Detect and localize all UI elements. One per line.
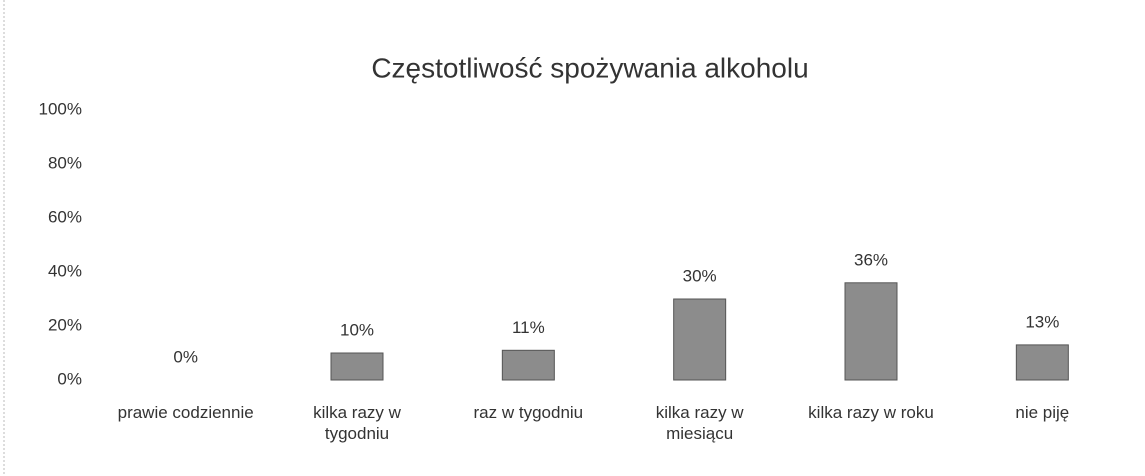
y-tick-label: 20%: [48, 315, 82, 334]
data-label: 30%: [683, 266, 717, 285]
x-tick-label: nie piję: [1015, 403, 1070, 422]
data-label: 0%: [173, 347, 198, 366]
y-tick-label: 40%: [48, 261, 82, 280]
x-tick-label: raz w tygodniu: [473, 403, 584, 422]
x-tick-label: prawie codziennie: [117, 403, 254, 422]
y-tick-label: 0%: [57, 369, 82, 388]
x-tick-label: kilka razy w miesiącu: [655, 403, 744, 443]
bar: [330, 352, 384, 381]
y-tick-label: 60%: [48, 207, 82, 226]
data-label: 13%: [1025, 312, 1059, 331]
chart-title: Częstotliwość spożywania alkoholu: [371, 52, 808, 83]
data-label: 36%: [854, 250, 888, 269]
data-label: 11%: [512, 318, 545, 337]
bar: [501, 349, 555, 381]
y-tick-label: 100%: [39, 99, 82, 118]
x-tick-label: kilka razy w roku: [808, 403, 934, 422]
y-tick-label: 80%: [48, 153, 82, 172]
bar: [1015, 344, 1069, 381]
x-tick-label: kilka razy w tygodniu: [313, 403, 401, 443]
bar: [673, 298, 727, 381]
bar: [844, 282, 898, 381]
data-label: 10%: [340, 320, 374, 339]
